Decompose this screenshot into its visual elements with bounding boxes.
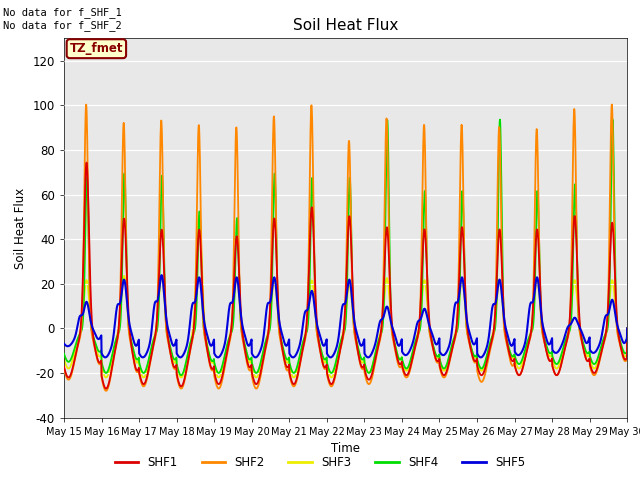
SHF4 xyxy=(362,365,370,371)
X-axis label: Time: Time xyxy=(331,442,360,455)
SHF2 xyxy=(509,362,517,368)
Line: SHF3: SHF3 xyxy=(64,216,627,377)
SHF4 xyxy=(374,338,382,344)
SHF1 xyxy=(510,358,518,363)
SHF3 xyxy=(623,325,631,331)
SHF5 xyxy=(60,341,68,347)
SHF1 xyxy=(60,364,68,370)
Title: Soil Heat Flux: Soil Heat Flux xyxy=(293,18,398,33)
SHF5 xyxy=(574,321,582,326)
SHF4 xyxy=(177,372,185,378)
Y-axis label: Soil Heat Flux: Soil Heat Flux xyxy=(14,187,27,269)
SHF5 xyxy=(218,351,225,357)
SHF2 xyxy=(374,344,382,350)
SHF5 xyxy=(623,325,631,331)
Legend: SHF1, SHF2, SHF3, SHF4, SHF5: SHF1, SHF2, SHF3, SHF4, SHF5 xyxy=(110,452,530,474)
SHF1 xyxy=(362,373,370,379)
SHF2 xyxy=(589,372,597,378)
SHF2 xyxy=(574,285,582,290)
Line: SHF4: SHF4 xyxy=(64,120,627,375)
SHF2 xyxy=(608,102,616,108)
SHF4 xyxy=(574,284,582,290)
SHF4 xyxy=(60,351,68,357)
Line: SHF2: SHF2 xyxy=(64,105,627,391)
SHF5 xyxy=(362,353,370,359)
SHF4 xyxy=(623,325,631,331)
SHF2 xyxy=(623,325,631,331)
SHF5 xyxy=(589,350,597,356)
SHF3 xyxy=(195,213,203,218)
SHF3 xyxy=(362,366,370,372)
SHF1 xyxy=(623,325,631,331)
SHF5 xyxy=(157,272,165,278)
SHF4 xyxy=(509,353,517,359)
SHF2 xyxy=(218,381,225,387)
SHF5 xyxy=(510,339,518,345)
SHF1 xyxy=(102,386,110,392)
Text: No data for f_SHF_1
No data for f_SHF_2: No data for f_SHF_1 No data for f_SHF_2 xyxy=(3,7,122,31)
SHF3 xyxy=(218,369,225,375)
SHF3 xyxy=(375,337,383,343)
SHF3 xyxy=(589,365,597,371)
SHF3 xyxy=(574,305,582,311)
SHF2 xyxy=(102,388,110,394)
SHF3 xyxy=(60,356,68,361)
SHF1 xyxy=(83,160,90,166)
SHF1 xyxy=(218,376,225,382)
SHF5 xyxy=(289,355,297,360)
Line: SHF1: SHF1 xyxy=(64,163,627,389)
SHF1 xyxy=(589,370,597,376)
SHF4 xyxy=(589,361,597,367)
SHF4 xyxy=(609,117,616,122)
Text: TZ_fmet: TZ_fmet xyxy=(70,42,123,55)
SHF4 xyxy=(218,366,225,372)
SHF5 xyxy=(375,324,383,330)
SHF3 xyxy=(510,354,518,360)
SHF2 xyxy=(60,365,68,371)
Line: SHF5: SHF5 xyxy=(64,275,627,358)
SHF1 xyxy=(574,282,582,288)
SHF2 xyxy=(362,376,370,382)
SHF1 xyxy=(375,341,383,347)
SHF3 xyxy=(215,374,223,380)
